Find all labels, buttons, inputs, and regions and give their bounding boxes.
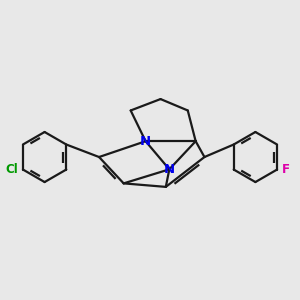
Text: Cl: Cl — [5, 163, 18, 176]
Text: F: F — [282, 163, 290, 176]
Text: N: N — [140, 135, 151, 148]
Text: N: N — [164, 163, 175, 176]
